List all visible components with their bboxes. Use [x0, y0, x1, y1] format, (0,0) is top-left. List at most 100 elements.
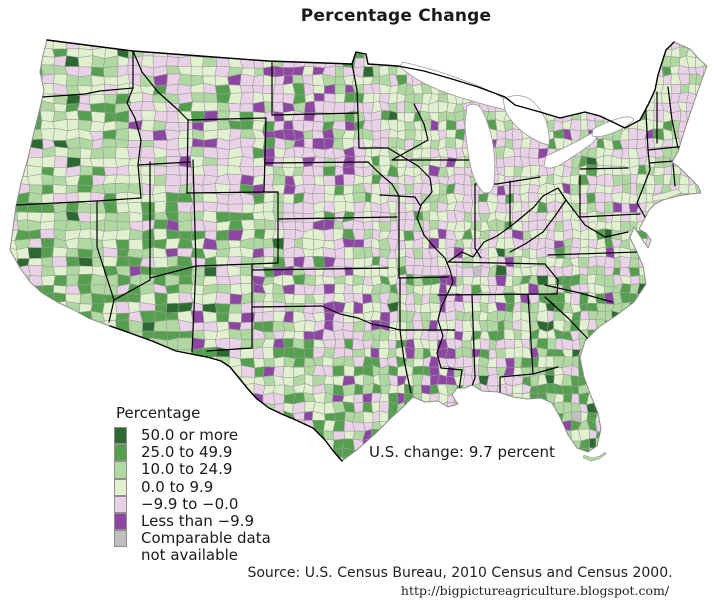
county-cell — [334, 247, 345, 260]
county-cell — [645, 301, 657, 314]
county-cell — [15, 294, 29, 305]
county-cell — [635, 238, 648, 249]
county-cell — [562, 429, 573, 442]
county-cell — [17, 55, 30, 68]
county-cell — [704, 365, 707, 377]
county-cell — [628, 373, 640, 386]
county-cell — [228, 40, 241, 50]
county-cell — [479, 46, 490, 59]
county-cell — [512, 58, 524, 66]
county-cell — [528, 422, 540, 431]
county-cell — [595, 246, 607, 257]
county-cell — [153, 375, 168, 385]
county-cell — [637, 301, 647, 314]
county-cell — [363, 57, 375, 68]
county-cell — [263, 238, 274, 249]
county-cell — [114, 346, 130, 360]
county-cell — [166, 165, 181, 176]
county-cell — [214, 375, 232, 387]
county-cell — [536, 429, 547, 441]
county-cell — [694, 466, 705, 476]
county-cell — [77, 256, 93, 267]
county-cell — [15, 49, 30, 58]
county-cell — [495, 466, 506, 477]
county-cell — [364, 265, 373, 278]
county-cell — [512, 74, 523, 85]
county-cell — [27, 347, 44, 360]
county-cell — [52, 338, 68, 350]
county-cell — [504, 274, 514, 287]
county-cell — [603, 338, 615, 350]
county-cell — [694, 375, 707, 386]
county-cell — [191, 366, 206, 376]
county-cell — [239, 111, 254, 122]
county-cell — [687, 429, 698, 442]
county-cell — [694, 366, 706, 376]
county-cell — [620, 329, 632, 340]
county-cell — [166, 255, 178, 268]
county-cell — [228, 303, 242, 314]
county-cell — [203, 101, 219, 112]
county-cell — [154, 292, 168, 306]
county-cell — [77, 448, 93, 460]
county-cell — [332, 394, 345, 403]
county-cell — [16, 447, 31, 459]
county-cell — [203, 92, 218, 103]
county-cell — [77, 248, 94, 259]
county-cell — [128, 366, 144, 378]
county-cell — [545, 355, 555, 368]
county-cell — [636, 383, 649, 395]
county-cell — [10, 338, 18, 350]
county-cell — [15, 419, 30, 433]
county-cell — [27, 457, 43, 461]
county-cell — [272, 84, 284, 95]
county-cell — [669, 319, 679, 333]
county-cell — [405, 265, 415, 275]
county-cell — [142, 348, 155, 359]
county-cell — [77, 237, 94, 251]
county-cell — [189, 40, 204, 50]
county-cell — [453, 40, 466, 49]
county-cell — [312, 165, 324, 177]
county-cell — [103, 219, 119, 232]
county-cell — [652, 303, 664, 314]
county-cell — [239, 91, 254, 105]
county-cell — [669, 402, 682, 414]
county-cell — [301, 66, 314, 76]
county-cell — [586, 329, 598, 341]
county-cell — [404, 183, 414, 195]
county-cell — [637, 348, 648, 359]
county-cell — [619, 73, 632, 85]
county-cell — [603, 319, 613, 331]
county-cell — [190, 110, 206, 123]
county-cell — [563, 458, 573, 461]
county-cell — [703, 30, 714, 39]
county-cell — [14, 392, 30, 405]
county-cell — [646, 357, 655, 369]
county-cell — [342, 383, 356, 396]
county-cell — [165, 248, 178, 258]
county-cell — [404, 129, 416, 141]
county-cell — [254, 40, 266, 51]
county-cell — [529, 66, 539, 77]
county-cell — [514, 40, 524, 50]
county-cell — [521, 468, 530, 477]
county-cell — [403, 401, 416, 413]
county-cell — [685, 393, 698, 405]
county-cell — [662, 73, 672, 85]
county-cell — [164, 174, 181, 186]
county-cell — [15, 339, 30, 349]
county-cell — [285, 302, 294, 312]
county-cell — [228, 211, 244, 222]
county-cell — [512, 147, 521, 157]
county-cell — [16, 40, 30, 50]
county-cell — [228, 312, 242, 323]
county-cell — [679, 428, 689, 442]
county-cell — [102, 374, 116, 386]
county-cell — [165, 40, 179, 41]
county-cell — [272, 320, 285, 333]
legend-swatch — [114, 444, 127, 462]
county-cell — [536, 40, 549, 41]
county-cell — [628, 128, 638, 141]
